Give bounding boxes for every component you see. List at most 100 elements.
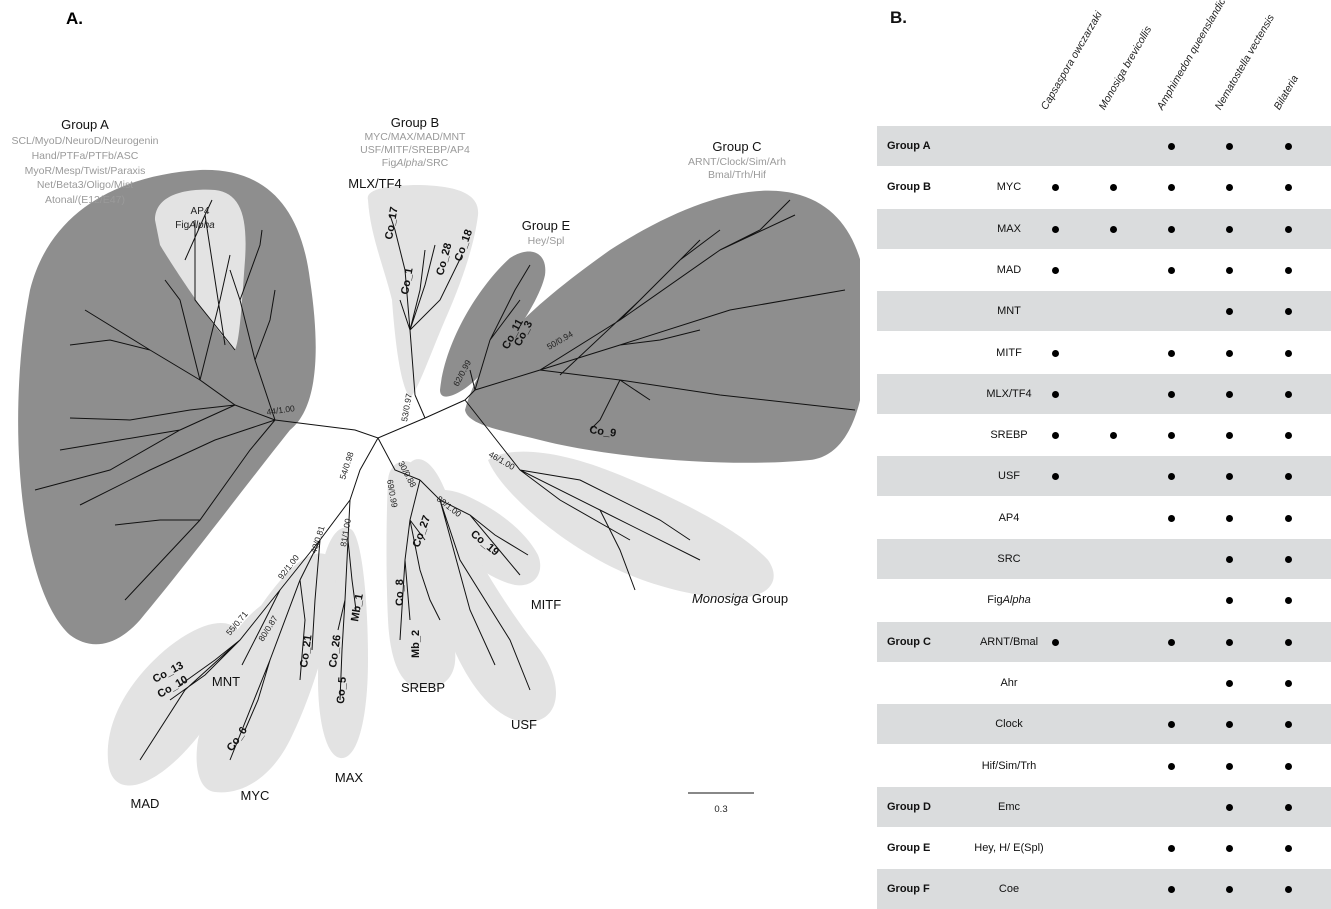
presence-dot [1051,349,1059,357]
presence-dot [1167,721,1175,729]
group-a-title: Group A [61,117,109,132]
branch-group-c [474,199,856,431]
group-b-subtitle-1: MYC/MAX/MAD/MNT [365,131,467,143]
panel-label-a: A. [66,9,83,28]
gene-prefix: Fig [987,594,1003,607]
row-gene-label: SRC [997,553,1021,565]
group-b-subtitle-2: USF/MITF/SREBP/AP4 [360,144,470,156]
branch-mnt-mad [139,539,321,761]
presence-dot [1225,886,1233,894]
clade-monosiga-italic: Monosiga [692,591,748,606]
branch-srebp-usf-mitf [399,479,531,691]
branch-max [337,499,357,701]
clade-myc: MYC [241,788,270,803]
row-group-label: Group D [887,800,931,813]
presence-dot [1284,390,1292,398]
presence-dot [1284,597,1292,605]
scale-bar-label: 0.3 [714,804,727,815]
presence-dot [1284,638,1292,646]
presence-dot [1167,432,1175,440]
leaf-mb-1: Mb_1 [349,593,366,623]
row-gene-label: MLX/TF4 [986,387,1032,400]
species-header: Nematostella vectensis [1212,12,1277,112]
presence-dot [1051,184,1059,192]
row-group-label: Group B [887,181,931,194]
presence-dot [1225,638,1233,646]
branch-group-e [469,264,531,391]
mad-shape [107,622,242,786]
presence-dot [1167,266,1175,274]
table-row: Clock [877,704,1331,745]
presence-dot [1225,679,1233,687]
table-row: MLX/TF4 [877,373,1331,414]
table-row: SRC [877,539,1331,579]
panel-label-b: B. [890,8,907,27]
leaf-co-1: Co_1 [399,267,415,296]
table-row: FigAlpha [877,580,1331,620]
table-row: Group A [877,126,1331,166]
table-row: Ahr [877,663,1331,703]
presence-dot [1167,390,1175,398]
presence-dot [1167,349,1175,357]
presence-dot [1284,432,1292,440]
presence-dot [1284,349,1292,357]
presence-dot [1284,473,1292,481]
presence-dot [1225,556,1233,563]
row-group-label: Group F [887,883,930,896]
row-gene-label: MAD [996,263,1022,276]
row-gene-label: Clock [995,718,1023,731]
presence-dot [1167,845,1175,853]
group-a-subtitle-5: Atonal/(E12/E47) [45,194,125,206]
support-69: 69/0.99 [385,479,400,509]
group-c-subtitle-2: Bmal/Trh/Hif [708,169,766,181]
presence-dot [1284,762,1292,770]
group-b-subtitle-3: FigAlpha/SRC [382,157,449,169]
group-b-subtitle-3-prefix: Fig [382,157,397,169]
presence-dot [1225,597,1233,605]
presence-dot [1225,390,1233,398]
support-44: 44/1.00 [266,403,296,417]
row-gene-label: AP4 [998,511,1020,524]
row-gene-label: SREBP [990,429,1028,442]
presence-dot [1225,845,1233,853]
ap4-label: AP4 [191,206,210,217]
presence-dot [1284,514,1292,522]
clade-mnt: MNT [212,674,240,689]
presence-dot [1225,225,1233,233]
clade-mlx-tf4: MLX/TF4 [348,176,401,191]
presence-dot [1284,845,1292,853]
presence-dot [1225,803,1233,811]
presence-dot [1051,473,1059,481]
leaf-co-8: Co_8 [394,579,406,606]
group-a-subtitle-1: SCL/MyoD/NeuroD/Neurogenin [11,135,158,147]
presence-dot [1051,432,1059,440]
group-e-subtitle: Hey/Spl [528,235,565,247]
presence-dot [1051,225,1059,233]
table-row: MAX [877,208,1331,249]
support-53: 53/0.97 [399,392,414,422]
table-row: AP4 [877,498,1331,538]
presence-dot [1051,638,1059,646]
support-81: 81/1.00 [338,517,353,547]
support-54: 54/0.98 [337,450,355,480]
table-row: Group C ARNT/Bmal [877,621,1331,662]
leaf-mb-2: Mb_2 [410,630,422,658]
group-b-subtitle-3-suffix: /SRC [423,157,449,169]
group-shapes [18,169,860,793]
row-gene-label: MAX [997,222,1021,235]
clade-usf: USF [511,717,537,732]
branch-myc [229,499,351,761]
row-gene-label: Hey, H/ E(Spl) [974,842,1044,855]
ap4-shape [155,189,246,350]
clade-monosiga-suffix: Group [748,591,788,606]
table-row: Group B MYC [877,167,1331,207]
leaf-co-21: Co_21 [298,634,314,668]
presence-dot [1167,143,1175,150]
presence-dot [1284,143,1292,150]
group-c-title: Group C [712,139,761,154]
row-gene-label: MYC [996,181,1022,194]
group-a-subtitle-3: MyoR/Mesp/Twist/Paraxis [25,165,146,177]
branch-monosiga [464,399,701,591]
presence-dot [1109,225,1117,233]
row-gene-label: Hif/Sim/Trh [981,759,1037,772]
